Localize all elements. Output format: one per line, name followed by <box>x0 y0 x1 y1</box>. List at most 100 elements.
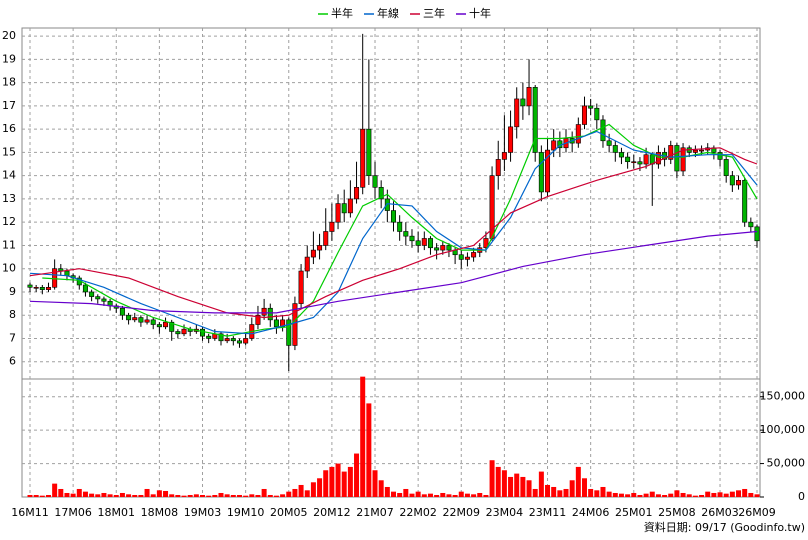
volume-bar <box>618 493 624 497</box>
volume-bar <box>82 491 88 497</box>
volume-bar <box>440 492 446 497</box>
volume-bar <box>378 480 384 497</box>
candle-body <box>612 145 618 153</box>
volume-bar <box>286 491 292 497</box>
volume-bar <box>126 494 132 497</box>
candle-body <box>64 270 70 276</box>
x-tick-label: 22M02 <box>399 506 437 519</box>
volume-bar <box>187 494 193 497</box>
candle-body <box>464 256 470 260</box>
volume-tick-label: 50,000 <box>767 457 806 470</box>
volume-bar <box>649 491 655 497</box>
volume-bar <box>471 494 477 497</box>
candle-body <box>674 145 680 172</box>
volume-bar <box>39 495 45 497</box>
candle-body <box>298 270 304 304</box>
candle-body <box>286 319 292 346</box>
volume-bar <box>711 492 717 497</box>
x-tick-label: 22M09 <box>443 506 481 519</box>
volume-bar <box>557 490 563 497</box>
volume-bar <box>538 471 544 497</box>
candle-body <box>606 140 612 146</box>
volume-bar <box>310 482 316 497</box>
candle-body <box>717 152 723 160</box>
volume-bar <box>33 494 39 497</box>
volume-bar <box>575 466 581 497</box>
volume-bar <box>317 478 323 497</box>
candle-body <box>680 147 686 172</box>
candle-body <box>224 338 230 342</box>
volume-bar <box>200 494 206 497</box>
x-tick-label: 19M10 <box>227 506 265 519</box>
candle-body <box>89 291 95 297</box>
volume-bar <box>434 494 440 497</box>
candle-body <box>748 221 754 228</box>
x-tick-label: 23M04 <box>486 506 524 519</box>
volume-bar <box>261 488 267 497</box>
volume-bar <box>391 491 396 497</box>
volume-bar <box>421 494 427 497</box>
candle-body <box>520 98 526 107</box>
x-tick-label: 25M08 <box>658 506 696 519</box>
volume-bar <box>292 488 298 497</box>
candle-body <box>736 180 742 186</box>
moving-average-line <box>29 147 758 319</box>
volume-bar <box>581 478 587 497</box>
candle-body <box>538 152 544 193</box>
candle-body <box>446 245 452 251</box>
candle-body <box>655 152 661 165</box>
volume-bar <box>366 403 372 497</box>
volume-bar <box>680 492 686 497</box>
candle-body <box>304 256 310 272</box>
volume-bar <box>150 494 156 497</box>
volume-bar <box>224 494 230 497</box>
candle-body <box>181 328 187 335</box>
volume-bar <box>384 486 390 497</box>
volume-bar <box>323 470 329 497</box>
volume-bar <box>662 494 668 497</box>
volume-bar <box>76 488 82 497</box>
volume-bar <box>360 376 366 497</box>
volume-bar <box>588 488 594 497</box>
candle-body <box>310 249 316 258</box>
candle-body <box>427 238 433 249</box>
volume-bar <box>514 473 520 497</box>
candle-body <box>366 128 372 176</box>
x-tick-label: 26M03 <box>701 506 739 519</box>
y-tick-label: 15 <box>2 145 16 158</box>
candle-body <box>434 247 440 251</box>
candle-body <box>33 287 39 289</box>
y-tick-label: 14 <box>2 169 16 182</box>
candle-body <box>372 175 378 188</box>
volume-bar <box>113 494 119 497</box>
candle-body <box>273 319 279 328</box>
volume-bar <box>267 494 273 497</box>
candle-body <box>156 324 162 328</box>
candle-body <box>409 235 415 242</box>
volume-bar <box>655 494 661 497</box>
candle-body <box>341 203 347 214</box>
volume-bar <box>631 492 637 497</box>
volume-bar <box>298 484 304 497</box>
x-tick-label: 23M11 <box>529 506 567 519</box>
volume-bar <box>335 463 341 497</box>
volume-bar <box>483 494 489 497</box>
volume-bar <box>329 466 335 497</box>
volume-bar <box>520 476 526 497</box>
volume-bar <box>600 486 606 497</box>
candle-body <box>397 221 403 232</box>
volume-bar <box>354 453 360 497</box>
x-tick-label: 19M03 <box>184 506 222 519</box>
candle-body <box>200 328 206 337</box>
candle-body <box>169 321 175 332</box>
legend-label: 半年 <box>331 6 353 20</box>
y-tick-label: 18 <box>2 76 16 89</box>
volume-bar <box>699 494 705 497</box>
candle-body <box>347 198 353 214</box>
candle-body <box>581 105 587 125</box>
candle-body <box>52 268 58 288</box>
candle-body <box>723 159 729 176</box>
candle-body <box>101 298 107 302</box>
volume-bar <box>181 495 187 497</box>
